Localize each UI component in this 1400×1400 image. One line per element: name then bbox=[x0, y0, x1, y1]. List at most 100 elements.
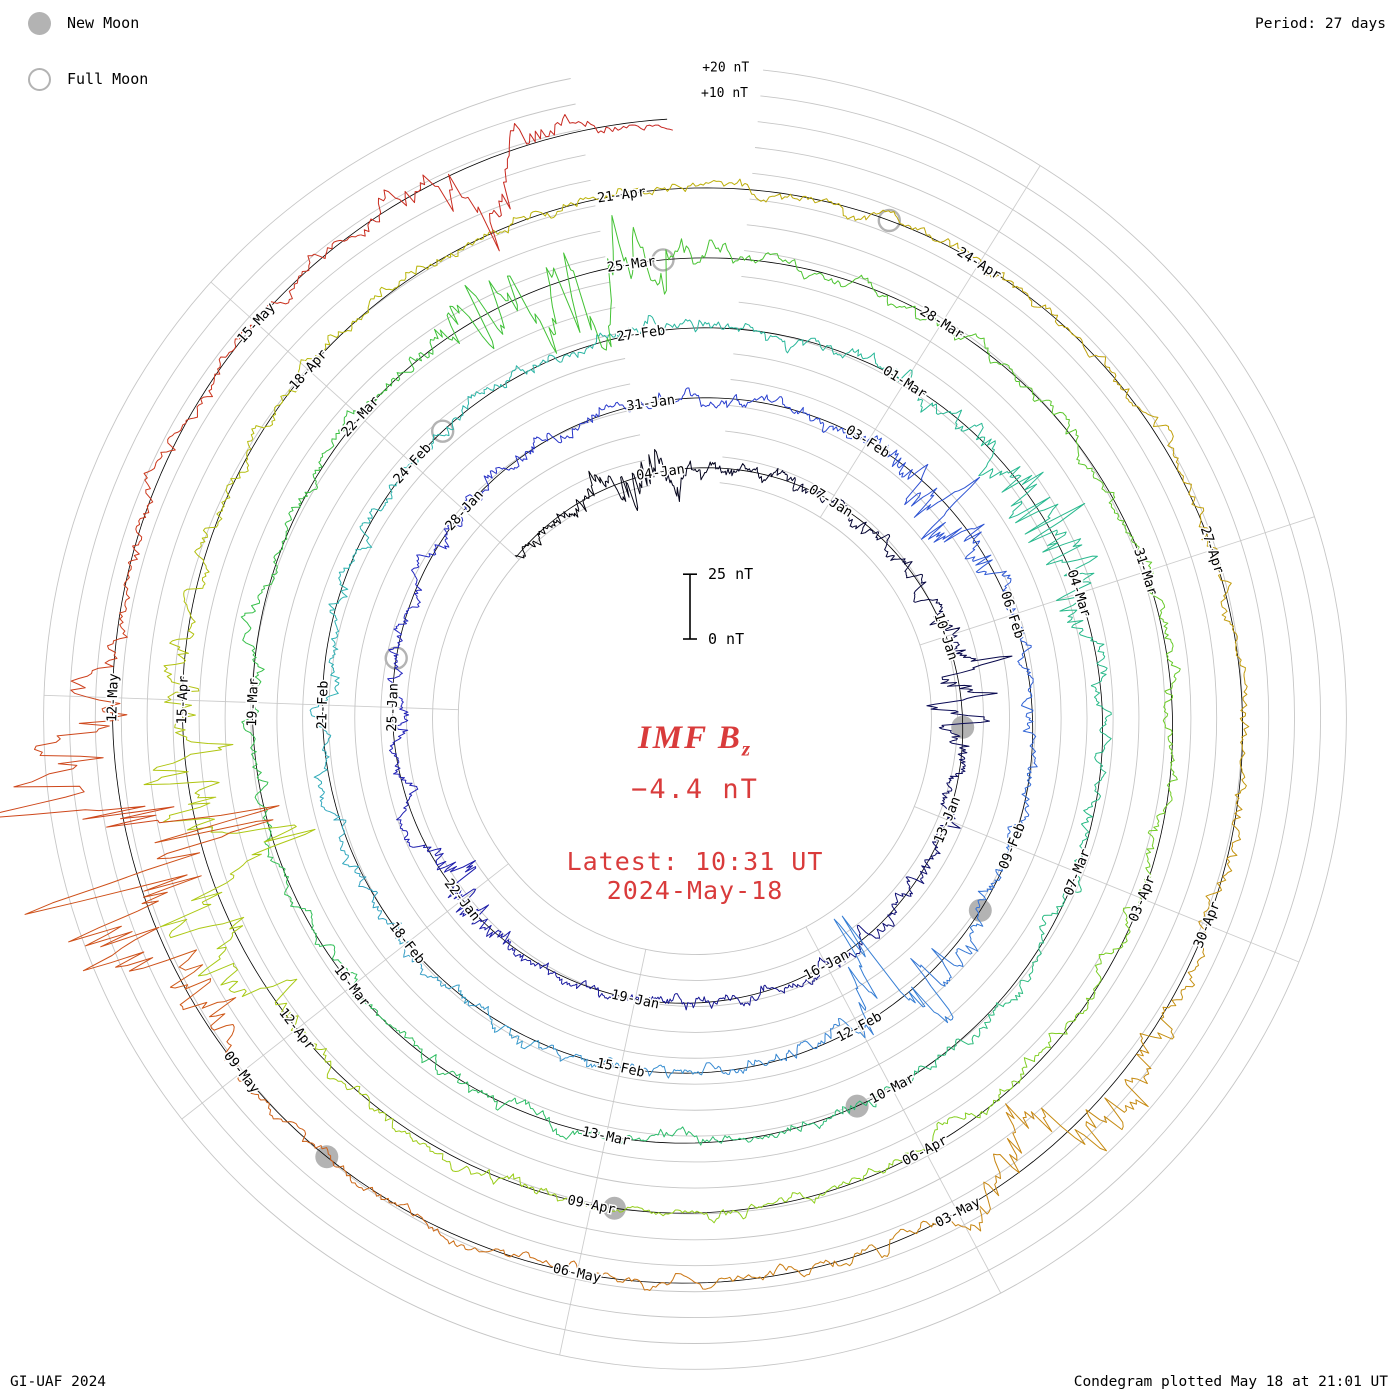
bz-trace-segment bbox=[411, 394, 472, 465]
spiral-date-label: 16-Mar bbox=[330, 962, 373, 1010]
quantity-title-text: IMF B bbox=[637, 720, 742, 756]
bz-trace-segment bbox=[197, 925, 299, 1032]
grid-circle bbox=[172, 198, 1218, 1241]
bz-trace-segment bbox=[433, 275, 541, 350]
bz-trace-segment bbox=[1079, 337, 1170, 430]
spiral-date-label: 01-Mar bbox=[880, 363, 930, 402]
bz-trace-segment bbox=[335, 1165, 449, 1241]
scale-bar-bottom-label: 0 nT bbox=[708, 630, 744, 648]
bz-trace-segment bbox=[298, 410, 355, 504]
bz-trace-segment bbox=[194, 471, 246, 585]
bz-trace-segment bbox=[864, 209, 982, 261]
spiral-date-label: 10-Mar bbox=[867, 1070, 918, 1107]
bz-trace-segment bbox=[240, 597, 265, 703]
bz-trace-segment bbox=[658, 457, 719, 502]
spiral-date-label: 13-Mar bbox=[581, 1124, 632, 1150]
bz-trace-segment bbox=[579, 398, 652, 425]
bz-trace-segment bbox=[764, 957, 826, 994]
bz-trace-segment bbox=[1014, 997, 1092, 1084]
bz-trace-segment bbox=[319, 791, 360, 874]
bz-trace-segment bbox=[708, 1259, 839, 1289]
quantity-title: IMF Bz bbox=[465, 720, 925, 762]
bz-trace-segment bbox=[1139, 790, 1173, 898]
bz-trace-segment bbox=[353, 339, 434, 413]
bz-trace-segment bbox=[356, 872, 409, 945]
center-annotations: IMF Bz −4.4 nT Latest: 10:31 UT 2024-May… bbox=[465, 720, 925, 906]
grid-circle bbox=[406, 430, 984, 1007]
bz-trace-segment bbox=[776, 470, 831, 504]
bz-trace-segment bbox=[701, 984, 766, 1009]
bz-trace-segment bbox=[926, 692, 998, 760]
bz-trace-segment bbox=[940, 758, 966, 822]
bz-trace-segment bbox=[1091, 897, 1141, 1000]
bz-trace-segment bbox=[975, 844, 1010, 919]
spiral-date-label: 28-Jan bbox=[442, 487, 487, 534]
spiral-date-label: 15-Apr bbox=[174, 675, 192, 724]
spiral-date-label: 12-May bbox=[104, 673, 122, 722]
bz-trace-segment bbox=[824, 924, 884, 968]
ring-nt-label: +20 nT bbox=[702, 60, 749, 75]
spiral-date-label: 27-Feb bbox=[616, 322, 667, 345]
bz-trace-segment bbox=[723, 394, 799, 415]
bz-trace-segment bbox=[309, 704, 332, 793]
bz-trace-segment bbox=[819, 1148, 925, 1196]
bz-trace-segment bbox=[163, 583, 206, 701]
bz-trace-segment bbox=[464, 460, 520, 512]
baseline-layer bbox=[111, 118, 1243, 1284]
spiral-date-label: 07-Mar bbox=[1061, 847, 1094, 898]
quantity-title-subscript: z bbox=[741, 736, 753, 761]
spiral-date-label: 03-Apr bbox=[1126, 873, 1159, 924]
bz-trace-segment bbox=[471, 354, 555, 397]
bz-trace-segment bbox=[167, 949, 241, 1074]
bz-trace-segment bbox=[838, 1212, 966, 1267]
bz-trace-segment bbox=[515, 423, 581, 462]
spiral-date-label: 12-Feb bbox=[834, 1009, 885, 1046]
grid-circle bbox=[69, 95, 1322, 1344]
bz-trace-segment bbox=[393, 566, 423, 637]
bz-trace-segment bbox=[1074, 779, 1102, 873]
grid-circle bbox=[120, 147, 1270, 1293]
legend-full-moon: Full Moon bbox=[28, 66, 148, 92]
grid-circle bbox=[43, 69, 1347, 1370]
bz-trace-segment bbox=[143, 699, 234, 823]
bz-trace-segment bbox=[911, 476, 985, 550]
latest-date-line: 2024-May-18 bbox=[606, 876, 784, 906]
bz-trace-segment bbox=[538, 1044, 622, 1069]
bz-trace-segment bbox=[421, 1054, 516, 1111]
bz-trace-segment bbox=[717, 463, 779, 484]
spiral-date-label: 04-Jan bbox=[635, 461, 686, 484]
legend-new-moon: New Moon bbox=[28, 10, 148, 36]
spiral-date-label: 12-Apr bbox=[275, 1005, 318, 1053]
spiral-date-label: 04-Mar bbox=[1064, 568, 1094, 619]
bz-trace-segment bbox=[514, 519, 561, 559]
bz-trace-segment bbox=[1021, 690, 1038, 770]
bz-trace-segment bbox=[913, 579, 961, 635]
bz-trace-segment bbox=[820, 345, 913, 382]
spiral-date-label: 06-Feb bbox=[997, 589, 1027, 640]
bz-trace-segment bbox=[556, 470, 605, 524]
grid-circle bbox=[250, 275, 1140, 1163]
spiral-date-label: 09-Feb bbox=[996, 821, 1029, 872]
bz-trace-segment bbox=[1167, 429, 1217, 549]
bz-trace-segment bbox=[605, 1126, 706, 1146]
bz-trace-segment bbox=[360, 173, 500, 252]
full-moon-marker bbox=[651, 248, 675, 272]
plotted-timestamp-label: Condegram plotted May 18 at 21:01 UT bbox=[1073, 1374, 1388, 1390]
bz-trace-segment bbox=[396, 229, 505, 288]
grid-circle bbox=[457, 482, 932, 956]
grid-circle bbox=[380, 404, 1010, 1033]
bz-trace-segment bbox=[590, 1205, 707, 1217]
bz-trace-segment bbox=[387, 635, 404, 709]
grid-layer bbox=[43, 69, 1347, 1370]
new-moon-icon bbox=[28, 11, 51, 35]
bz-trace-segment bbox=[731, 323, 821, 354]
bz-trace-segment bbox=[976, 436, 1051, 524]
bz-trace-segment bbox=[504, 188, 621, 234]
bz-trace-segment bbox=[1029, 387, 1095, 476]
bz-trace-segment bbox=[396, 776, 419, 848]
period-label: Period: 27 days bbox=[1255, 16, 1386, 32]
spiral-date-label: 18-Feb bbox=[386, 919, 429, 967]
bz-trace-segment bbox=[869, 435, 929, 506]
